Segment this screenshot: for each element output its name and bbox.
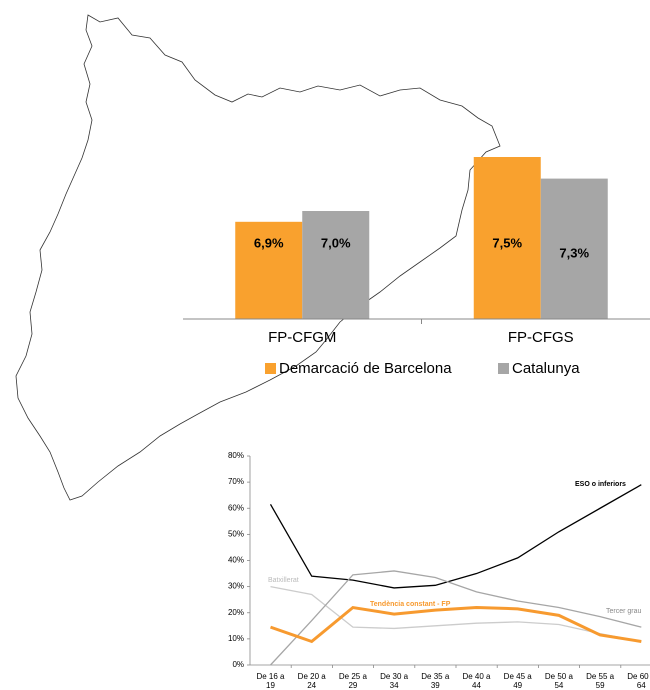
x-tick-label: De 60 a 64 xyxy=(627,672,650,690)
series-label: Batxillerat xyxy=(268,577,299,584)
y-tick-label: 40% xyxy=(228,556,244,565)
bar xyxy=(540,178,608,319)
y-tick-label: 60% xyxy=(228,503,244,512)
series-line xyxy=(270,570,642,666)
x-tick-label: De 20 a 24 xyxy=(297,672,326,690)
y-tick-label: 50% xyxy=(228,529,244,538)
y-tick-label: 80% xyxy=(228,451,244,460)
bar xyxy=(302,211,370,319)
series-line xyxy=(270,605,642,644)
x-tick-label: De 35 a 39 xyxy=(421,672,450,690)
legend-label: Catalunya xyxy=(512,360,580,377)
series-line xyxy=(269,484,642,589)
y-tick-label: 70% xyxy=(228,477,244,486)
series-line xyxy=(270,585,642,643)
x-tick-label: De 16 a 19 xyxy=(256,672,285,690)
x-tick-label: De 45 a 49 xyxy=(503,672,532,690)
legend-label: Demarcació de Barcelona xyxy=(279,360,452,377)
value-label: 6,9% xyxy=(254,235,284,250)
value-label: 7,3% xyxy=(559,245,589,260)
bar xyxy=(235,221,303,319)
x-tick-label: De 55 a 59 xyxy=(586,672,615,690)
value-label: 7,5% xyxy=(492,235,522,250)
y-tick-label: 10% xyxy=(228,634,244,643)
y-tick-label: 20% xyxy=(228,608,244,617)
x-tick-label: De 50 a 54 xyxy=(544,672,573,690)
x-tick-label: De 40 a 44 xyxy=(462,672,491,690)
series-label: ESO o inferiors xyxy=(575,481,626,488)
y-tick-label: 30% xyxy=(228,582,244,591)
y-tick-label: 0% xyxy=(232,660,244,669)
legend-swatch xyxy=(265,363,276,374)
series-label: Tendència constant - FP xyxy=(370,601,451,608)
x-tick-label: De 30 a 34 xyxy=(380,672,409,690)
x-tick-label: FP-CFGM xyxy=(268,329,336,346)
map-outline xyxy=(15,14,501,501)
bar xyxy=(473,157,541,319)
legend-swatch xyxy=(498,363,509,374)
series-label: Tercer grau xyxy=(606,608,642,615)
x-tick-label: FP-CFGS xyxy=(508,329,574,346)
value-label: 7,0% xyxy=(321,235,351,250)
x-tick-label: De 25 a 29 xyxy=(338,672,367,690)
